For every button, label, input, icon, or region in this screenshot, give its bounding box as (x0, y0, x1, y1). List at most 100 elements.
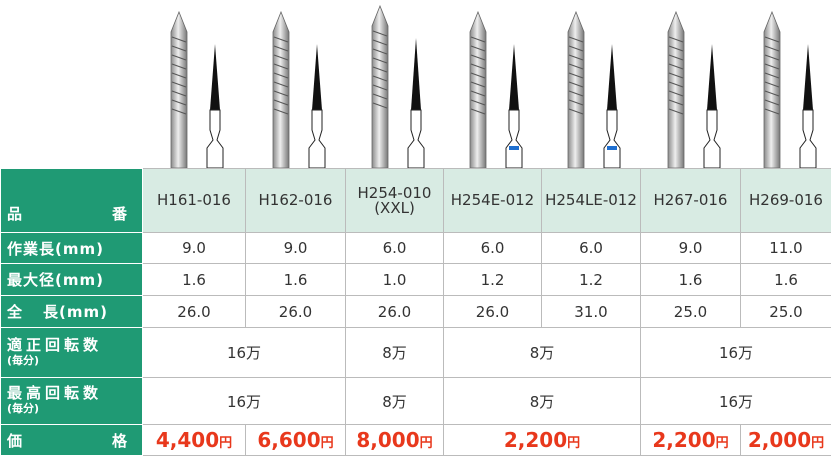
product-code: H254LE-012 (542, 169, 641, 233)
row: 適正回転数(毎分) 16万 8万 8万 16万 (1, 328, 831, 378)
cell: 1.2 (444, 264, 542, 296)
cell: 8万 (346, 378, 444, 425)
product-code: H162-016 (246, 169, 346, 233)
cell: 16万 (143, 328, 346, 378)
label: 番 (112, 203, 128, 224)
label: 格 (112, 430, 128, 451)
price: 4,400 (156, 428, 219, 452)
price-cell: 4,400円 (143, 425, 246, 456)
bur-drawing (506, 110, 522, 168)
cell: 1.6 (143, 264, 246, 296)
bur-drawing (509, 44, 519, 110)
bur-drawing (764, 12, 780, 168)
unit: 円 (321, 436, 334, 451)
price-cell: 6,600円 (246, 425, 346, 456)
unit: 円 (811, 436, 824, 451)
cell: 25.0 (641, 296, 741, 328)
row: 価格 4,400円 6,600円 8,000円 2,200円 2,200円 2,… (1, 425, 831, 456)
cell: 1.6 (246, 264, 346, 296)
bur-drawing (607, 146, 617, 150)
product-code: H267-016 (641, 169, 741, 233)
cell: 16万 (143, 378, 346, 425)
cell: 26.0 (143, 296, 246, 328)
bur-drawing (171, 12, 187, 168)
bur-drawing (210, 44, 220, 110)
cell: 26.0 (246, 296, 346, 328)
cell: 16万 (641, 328, 831, 378)
cell: 1.2 (542, 264, 641, 296)
bur-drawing (309, 110, 325, 168)
label: 価 (7, 430, 23, 451)
bur-drawing (803, 44, 813, 110)
label: 品 (7, 203, 23, 224)
cell: 11.0 (741, 233, 831, 264)
row: 品番 H161-016 H162-016 H254-010(XXL) H254E… (1, 169, 831, 233)
cell: 9.0 (143, 233, 246, 264)
unit: 円 (219, 436, 232, 451)
bur-drawing (707, 44, 717, 110)
bur-drawing (509, 146, 519, 150)
bur-drawing (568, 12, 584, 168)
product-code: H254-010(XXL) (346, 169, 444, 233)
bur-drawing (312, 44, 322, 110)
cell: 25.0 (741, 296, 831, 328)
note: (XXL) (374, 199, 415, 217)
bur-drawing (800, 110, 816, 168)
bur-drawing (273, 12, 289, 168)
product-images (0, 0, 831, 168)
bur-drawing (607, 44, 617, 110)
bur-drawing (704, 110, 720, 168)
cell: 26.0 (346, 296, 444, 328)
label: 適正回転数 (7, 336, 102, 354)
cell: 8万 (346, 328, 444, 378)
cell: 9.0 (641, 233, 741, 264)
price-cell: 2,200円 (444, 425, 641, 456)
price: 2,200 (504, 428, 567, 452)
bur-drawing (207, 110, 223, 168)
price-cell: 2,000円 (741, 425, 831, 456)
cell: 9.0 (246, 233, 346, 264)
cell: 1.0 (346, 264, 444, 296)
price-cell: 8,000円 (346, 425, 444, 456)
cell: 1.6 (641, 264, 741, 296)
cell: 1.6 (741, 264, 831, 296)
cell: 16万 (641, 378, 831, 425)
unit: 円 (420, 436, 433, 451)
unit: 円 (567, 436, 580, 451)
cell: 6.0 (542, 233, 641, 264)
label: 長(mm) (43, 303, 108, 321)
bur-drawing (668, 12, 684, 168)
unit: 円 (716, 436, 729, 451)
price: 8,000 (356, 428, 419, 452)
price: 6,600 (257, 428, 320, 452)
row-label: 最高回転数(毎分) (1, 378, 143, 425)
cell: 8万 (444, 378, 641, 425)
row-label: 最大径(mm) (1, 264, 143, 296)
product-code: H254E-012 (444, 169, 542, 233)
label-sub: (毎分) (7, 353, 142, 368)
row: 最高回転数(毎分) 16万 8万 8万 16万 (1, 378, 831, 425)
cell: 31.0 (542, 296, 641, 328)
bur-drawing (470, 12, 486, 168)
row-label: 品番 (1, 169, 143, 233)
label-sub: (毎分) (7, 401, 142, 416)
product-code: H161-016 (143, 169, 246, 233)
price: 2,200 (652, 428, 715, 452)
spec-table: 品番 H161-016 H162-016 H254-010(XXL) H254E… (0, 168, 831, 456)
cell: 26.0 (444, 296, 542, 328)
cell: 6.0 (346, 233, 444, 264)
row-label: 価格 (1, 425, 143, 456)
price-cell: 2,200円 (641, 425, 741, 456)
product-code: H269-016 (741, 169, 831, 233)
row-label: 作業長(mm) (1, 233, 143, 264)
row-label: 適正回転数(毎分) (1, 328, 143, 378)
cell: 6.0 (444, 233, 542, 264)
price: 2,000 (748, 428, 811, 452)
label: 最高回転数 (7, 384, 102, 402)
row-label: 全長(mm) (1, 296, 143, 328)
bur-drawing (604, 110, 620, 168)
